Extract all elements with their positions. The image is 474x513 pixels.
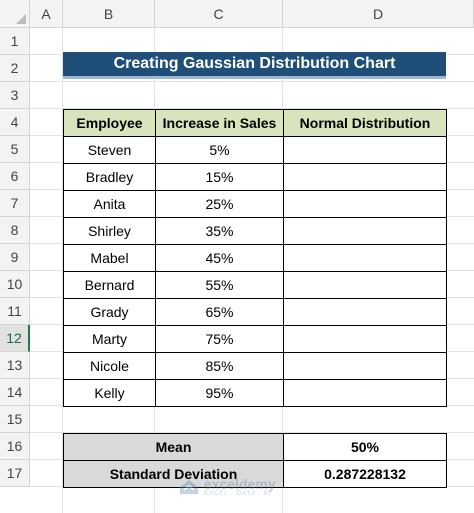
select-all-icon [16,14,26,24]
employee-cell[interactable]: Shirley [63,217,156,245]
column-header-c[interactable]: C [155,0,283,28]
employee-cell[interactable]: Bernard [63,271,156,299]
row-header-12[interactable]: 12 [0,325,30,352]
normal-distribution-cell[interactable] [283,244,447,272]
increase-in-sales-cell[interactable]: 55% [155,271,284,299]
employee-cell[interactable]: Anita [63,190,156,218]
row-header-7[interactable]: 7 [0,190,30,217]
row-header-11[interactable]: 11 [0,298,30,325]
column-header-d[interactable]: D [283,0,474,28]
increase-in-sales-header[interactable]: Increase in Sales [155,109,284,137]
normal-distribution-cell[interactable] [283,163,447,191]
increase-in-sales-cell[interactable]: 95% [155,379,284,407]
increase-in-sales-cell[interactable]: 5% [155,136,284,164]
row-header-10[interactable]: 10 [0,271,30,298]
increase-in-sales-cell[interactable]: 15% [155,163,284,191]
column-header-a[interactable]: A [30,0,63,28]
employee-cell[interactable]: Bradley [63,163,156,191]
row-header-3[interactable]: 3 [0,82,30,109]
employee-cell[interactable]: Nicole [63,352,156,380]
normal-distribution-cell[interactable] [283,136,447,164]
normal-distribution-cell[interactable] [283,190,447,218]
normal-distribution-cell[interactable] [283,352,447,380]
gridline-vertical [62,28,63,513]
gridline-horizontal [30,81,474,82]
employee-cell[interactable]: Steven [63,136,156,164]
normal-distribution-cell[interactable] [283,325,447,353]
increase-in-sales-cell[interactable]: 75% [155,325,284,353]
normal-distribution-cell[interactable] [283,379,447,407]
row-header-14[interactable]: 14 [0,379,30,406]
normal-distribution-header[interactable]: Normal Distribution [283,109,447,137]
row-header-13[interactable]: 13 [0,352,30,379]
employee-header[interactable]: Employee [63,109,156,137]
increase-in-sales-cell[interactable]: 85% [155,352,284,380]
gridline-horizontal [30,432,474,433]
mean-label[interactable]: Mean [63,433,284,461]
increase-in-sales-cell[interactable]: 25% [155,190,284,218]
column-header-b[interactable]: B [63,0,155,28]
standard-deviation-value[interactable]: 0.287228132 [283,460,447,488]
employee-cell[interactable]: Mabel [63,244,156,272]
employee-cell[interactable]: Grady [63,298,156,326]
row-header-15[interactable]: 15 [0,406,30,433]
standard-deviation-label[interactable]: Standard Deviation [63,460,284,488]
mean-value[interactable]: 50% [283,433,447,461]
increase-in-sales-cell[interactable]: 35% [155,217,284,245]
increase-in-sales-cell[interactable]: 45% [155,244,284,272]
normal-distribution-cell[interactable] [283,298,447,326]
employee-cell[interactable]: Marty [63,325,156,353]
row-header-1[interactable]: 1 [0,28,30,55]
row-header-2[interactable]: 2 [0,55,30,82]
row-header-16[interactable]: 16 [0,433,30,460]
select-all-corner[interactable] [0,0,30,28]
watermark-sub-text: EXCEL · DATA · BI [204,491,272,497]
normal-distribution-cell[interactable] [283,271,447,299]
row-header-6[interactable]: 6 [0,163,30,190]
employee-cell[interactable]: Kelly [63,379,156,407]
row-header-4[interactable]: 4 [0,109,30,136]
normal-distribution-cell[interactable] [283,217,447,245]
increase-in-sales-cell[interactable]: 65% [155,298,284,326]
row-header-17[interactable]: 17 [0,460,30,487]
gridline-horizontal [30,108,474,109]
sheet-title: Creating Gaussian Distribution Chart [63,52,446,79]
row-header-8[interactable]: 8 [0,217,30,244]
row-header-9[interactable]: 9 [0,244,30,271]
row-header-5[interactable]: 5 [0,136,30,163]
